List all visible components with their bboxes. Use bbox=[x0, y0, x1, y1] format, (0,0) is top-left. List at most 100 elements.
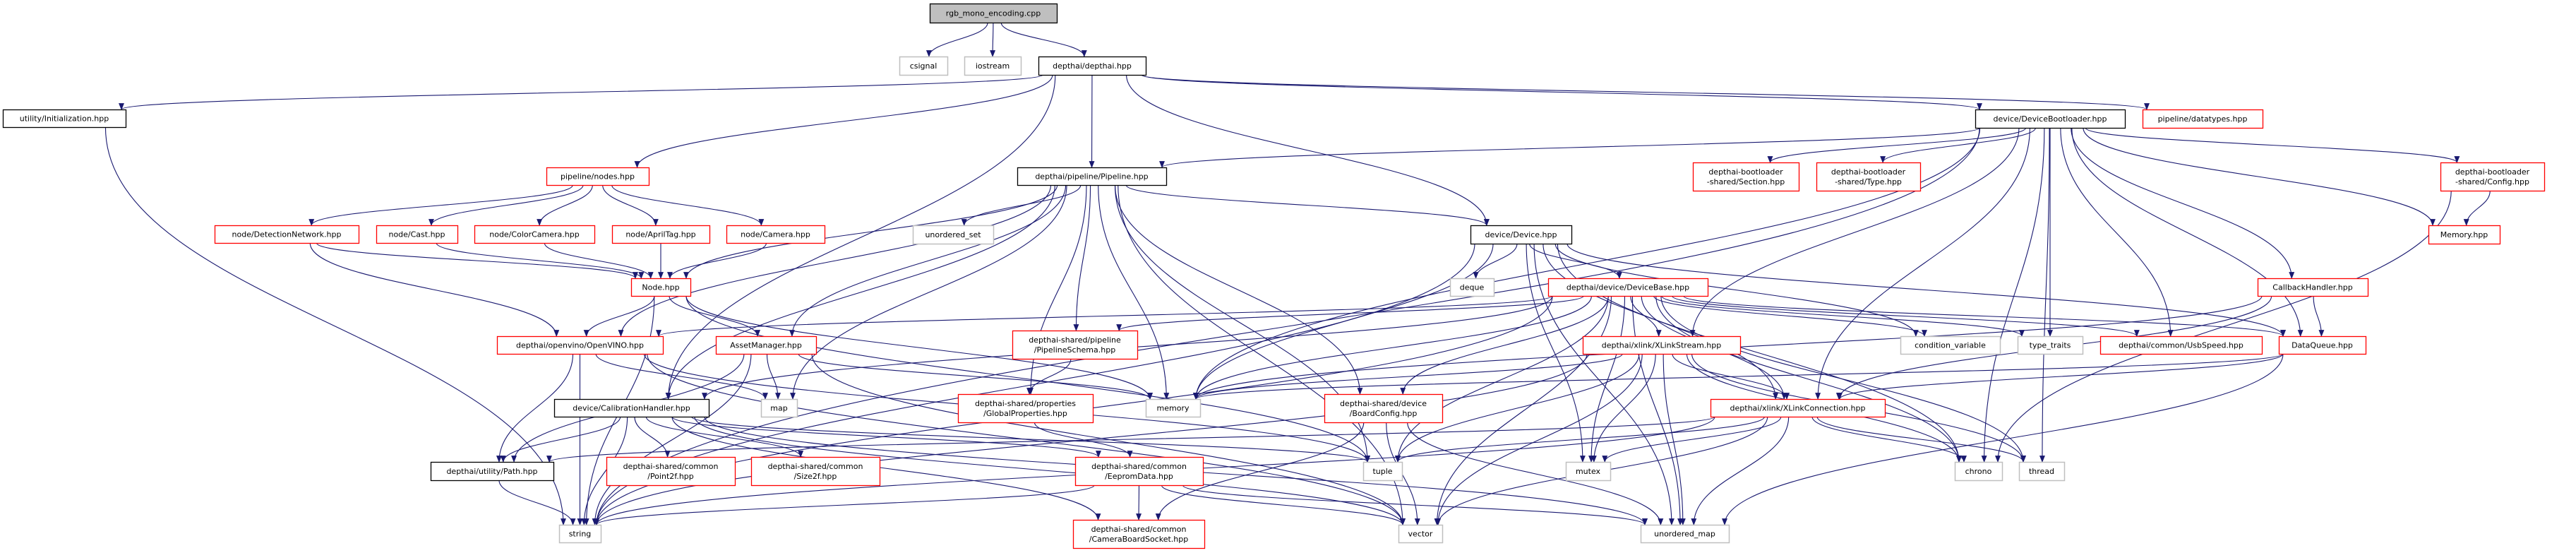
node-box bbox=[1038, 56, 1147, 76]
edge-xstream-to-tuple bbox=[1395, 353, 1640, 463]
node-label: mutex bbox=[1576, 467, 1601, 476]
node-label: AssetManager.hpp bbox=[730, 341, 802, 350]
node-box bbox=[1145, 398, 1202, 418]
edge-asset-to-memory bbox=[798, 353, 1153, 400]
edge-dataqueue-to-umap bbox=[1722, 353, 2284, 525]
edge-detnet-to-openvino bbox=[309, 242, 560, 337]
edge-camera-to-node bbox=[667, 242, 767, 279]
edge-xconn-to-mutex bbox=[1602, 416, 1782, 463]
graph-node-memoryhpp[interactable]: Memory.hpp bbox=[2428, 225, 2501, 245]
edge-devbase-to-openvino bbox=[656, 295, 1553, 337]
graph-node-init[interactable]: utility/Initialization.hpp bbox=[2, 109, 127, 129]
graph-node-xconn[interactable]: depthai/xlink/XLinkConnection.hpp bbox=[1710, 398, 1886, 418]
node-box bbox=[715, 335, 817, 355]
edge-xstream-to-memory bbox=[1193, 353, 1623, 400]
node-box bbox=[1074, 456, 1204, 487]
graph-node-eeprom[interactable]: depthai-shared/common/EepromData.hpp bbox=[1074, 456, 1204, 487]
graph-node-colorcam[interactable]: node/ColorCamera.hpp bbox=[474, 225, 596, 244]
edge-devbase-to-chrono bbox=[1655, 295, 1962, 463]
edge-eeprom-to-string bbox=[594, 484, 1095, 525]
graph-node-devbase[interactable]: depthai/device/DeviceBase.hpp bbox=[1547, 278, 1709, 297]
node-label: depthai/openvino/OpenVINO.hpp bbox=[516, 341, 644, 350]
edge-dataqueue-to-memory bbox=[1193, 353, 2284, 400]
node-box bbox=[558, 524, 602, 544]
node-label: utility/Initialization.hpp bbox=[20, 114, 109, 124]
graph-node-memory: memory bbox=[1145, 398, 1202, 418]
graph-node-openvino[interactable]: depthai/openvino/OpenVINO.hpp bbox=[496, 335, 664, 355]
edge-asset-to-vector bbox=[811, 353, 1406, 525]
node-box bbox=[2018, 461, 2066, 482]
graph-node-apriltag[interactable]: node/AprilTag.hpp bbox=[611, 225, 711, 244]
graph-node-globalprops[interactable]: depthai-shared/properties/GlobalProperti… bbox=[957, 393, 1094, 424]
edge-rgb-to-csignal bbox=[925, 22, 988, 57]
node-box bbox=[474, 225, 596, 244]
edge-path-to-string bbox=[498, 480, 576, 525]
graph-node-node[interactable]: Node.hpp bbox=[630, 278, 692, 297]
graph-node-xstream[interactable]: depthai/xlink/XLinkStream.hpp bbox=[1582, 335, 1742, 355]
graph-node-detnet[interactable]: node/DetectionNetwork.hpp bbox=[214, 225, 360, 244]
edge-xstream-to-mutex bbox=[1590, 353, 1656, 463]
edge-pipeline-to-memory bbox=[1098, 184, 1170, 400]
graph-node-path[interactable]: depthai/utility/Path.hpp bbox=[430, 461, 555, 482]
edge-xstream-to-umap bbox=[1663, 353, 1686, 525]
graph-node-callback[interactable]: CallbackHandler.hpp bbox=[2257, 278, 2369, 297]
node-label: /PipelineSchema.hpp bbox=[1034, 345, 1115, 355]
node-box bbox=[553, 398, 710, 418]
edge-globalprops-to-eeprom bbox=[1034, 422, 1133, 458]
edge-boardcfg-to-cbsocket bbox=[1155, 422, 1365, 521]
node-box bbox=[1692, 162, 1800, 192]
edge-pipeline-to-asset bbox=[789, 184, 1067, 337]
edge-xconn-to-thread bbox=[1816, 416, 2026, 463]
node-label: chrono bbox=[1965, 467, 1992, 476]
node-box bbox=[1710, 398, 1886, 418]
edge-boardcfg-to-umap bbox=[1407, 422, 1664, 525]
edge-node-to-tuple bbox=[685, 295, 1370, 463]
edge-calib-to-tuple bbox=[691, 416, 1370, 463]
node-label: tuple bbox=[1372, 467, 1392, 476]
node-label: pipeline/nodes.hpp bbox=[561, 172, 635, 182]
edge-devbase-to-condvar bbox=[1653, 295, 1927, 337]
graph-node-cbsocket[interactable]: depthai-shared/common/CameraBoardSocket.… bbox=[1072, 519, 1206, 549]
node-box bbox=[2257, 278, 2369, 297]
edge-nodes-to-colorcam bbox=[537, 184, 593, 226]
node-label: depthai-shared/common bbox=[623, 462, 719, 471]
edge-depthai-to-devboot bbox=[1141, 74, 1982, 110]
graph-node-dataqueue[interactable]: DataQueue.hpp bbox=[2278, 335, 2367, 355]
graph-node-depthai[interactable]: depthai/depthai.hpp bbox=[1038, 56, 1147, 76]
node-label: depthai-bootloader bbox=[1831, 167, 1906, 177]
node-box bbox=[1072, 519, 1206, 549]
graph-node-mutex: mutex bbox=[1565, 461, 1612, 482]
graph-node-section[interactable]: depthai-bootloader-shared/Section.hpp bbox=[1692, 162, 1800, 192]
edge-device-to-xconn bbox=[1542, 243, 1779, 400]
node-box bbox=[496, 335, 664, 355]
graph-node-point2f[interactable]: depthai-shared/common/Point2f.hpp bbox=[606, 456, 736, 487]
graph-node-datatypes[interactable]: pipeline/datatypes.hpp bbox=[2142, 109, 2264, 129]
graph-node-size2f[interactable]: depthai-shared/common/Size2f.hpp bbox=[750, 456, 881, 487]
edge-devbase-to-usbspeed bbox=[1672, 295, 2140, 337]
edge-device-to-dataqueue bbox=[1566, 243, 2286, 337]
graph-node-asset[interactable]: AssetManager.hpp bbox=[715, 335, 817, 355]
node-box bbox=[912, 225, 995, 245]
graph-node-schema[interactable]: depthai-shared/pipeline/PipelineSchema.h… bbox=[1012, 330, 1139, 360]
graph-node-pipeline[interactable]: depthai/pipeline/Pipeline.hpp bbox=[1017, 167, 1168, 186]
edge-rgb-to-depthai bbox=[1000, 22, 1087, 57]
graph-node-calib[interactable]: device/CalibrationHandler.hpp bbox=[553, 398, 710, 418]
graph-node-rgb: rgb_mono_encoding.cpp bbox=[929, 3, 1058, 24]
node-label: unordered_map bbox=[1654, 530, 1715, 539]
graph-node-cast[interactable]: node/Cast.hpp bbox=[376, 225, 459, 244]
edge-config-to-chrono bbox=[1995, 190, 2452, 463]
graph-node-config[interactable]: depthai-bootloader-shared/Config.hpp bbox=[2440, 162, 2546, 192]
graph-node-boardcfg[interactable]: depthai-shared/device/BoardConfig.hpp bbox=[1324, 393, 1444, 424]
graph-node-type[interactable]: depthai-bootloader-shared/Type.hpp bbox=[1816, 162, 1922, 192]
node-box bbox=[1975, 109, 2126, 129]
graph-node-usbspeed[interactable]: depthai/common/UsbSpeed.hpp bbox=[2099, 335, 2263, 355]
graph-node-devboot[interactable]: device/DeviceBootloader.hpp bbox=[1975, 109, 2126, 129]
graph-node-nodes[interactable]: pipeline/nodes.hpp bbox=[546, 167, 650, 186]
graph-node-camera[interactable]: node/Camera.hpp bbox=[726, 225, 826, 244]
edge-devboot-to-type bbox=[1880, 127, 2036, 163]
node-label: node/Camera.hpp bbox=[741, 230, 810, 239]
node-label: depthai/device/DeviceBase.hpp bbox=[1566, 283, 1689, 292]
node-label: depthai-shared/properties bbox=[975, 399, 1076, 408]
edge-devbase-to-umap bbox=[1631, 295, 1684, 525]
graph-node-device[interactable]: device/Device.hpp bbox=[1470, 225, 1573, 245]
